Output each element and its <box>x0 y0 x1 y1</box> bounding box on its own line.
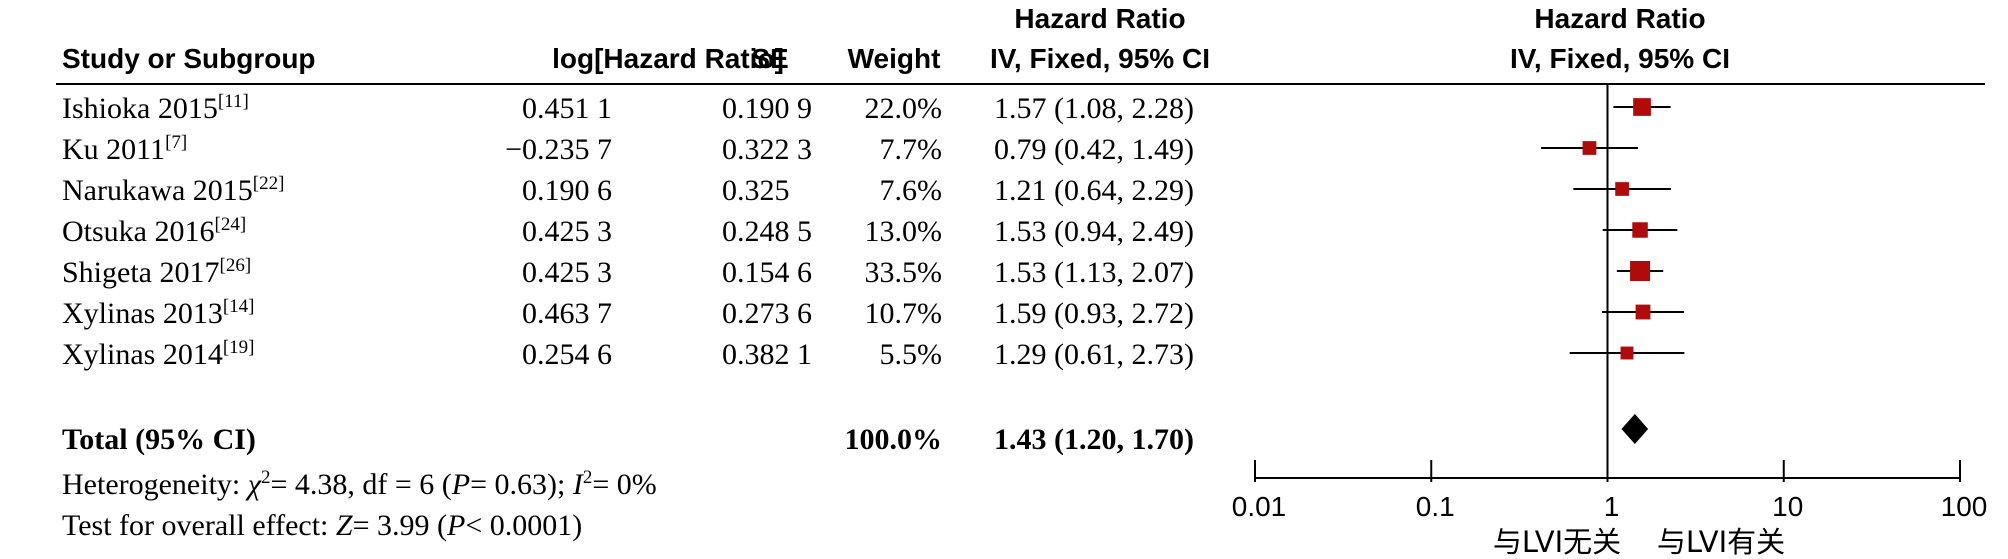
point-estimate-marker <box>1633 98 1651 116</box>
table-row: Otsuka 2016[24] 0.425 3 0.248 5 13.0% 1.53 (… <box>62 214 1194 248</box>
header-plot-method: IV, Fixed, 95% CI <box>1510 43 1730 74</box>
tick-label: 100 <box>1941 491 1988 522</box>
weight-value: 5.5% <box>880 338 943 371</box>
study-name: Ishioka 2015[11] <box>62 91 249 125</box>
header-log-hr: log[Hazard Ratio] <box>552 43 784 74</box>
table-row: Xylinas 2013[14] 0.463 7 0.273 6 10.7% 1.59 … <box>62 296 1194 330</box>
favours-right-label: 与LVI有关 <box>1657 525 1785 559</box>
se-value: 0.190 9 <box>722 92 812 125</box>
log-hr-value: 0.463 7 <box>522 297 612 330</box>
header-study: Study or Subgroup <box>62 43 316 74</box>
tick-label: 0.1 <box>1416 491 1455 522</box>
plot-marks <box>1541 98 1685 360</box>
tick-label: 1 <box>1604 491 1620 522</box>
study-name: Shigeta 2017[26] <box>62 255 251 289</box>
total-label: Total (95% CI) <box>62 423 256 456</box>
se-value: 0.325 <box>722 174 790 207</box>
tick-label: 0.01 <box>1232 491 1287 522</box>
table-row: Xylinas 2014[19] 0.254 6 0.382 1 5.5% 1.29 (… <box>62 337 1194 371</box>
se-value: 0.273 6 <box>722 297 812 330</box>
se-value: 0.322 3 <box>722 133 812 166</box>
table-row: Ishioka 2015[11] 0.451 1 0.190 9 22.0% 1.57 … <box>62 91 1194 125</box>
study-name: Otsuka 2016[24] <box>62 214 246 248</box>
table-row: Narukawa 2015[22] 0.190 6 0.325 7.6% 1.21 (0… <box>62 173 1194 207</box>
total-ci-text: 1.43 (1.20, 1.70) <box>994 423 1194 456</box>
point-estimate-marker <box>1630 261 1651 281</box>
point-estimate-marker <box>1632 222 1648 238</box>
header-weight: Weight <box>848 43 941 74</box>
header-plot-title: Hazard Ratio <box>1534 3 1705 34</box>
log-hr-value: 0.451 1 <box>522 92 612 125</box>
log-hr-value: 0.425 3 <box>522 256 612 289</box>
table-row: Shigeta 2017[26] 0.425 3 0.154 6 33.5% 1.53 … <box>62 255 1194 289</box>
log-hr-value: 0.190 6 <box>522 174 612 207</box>
tick-label: 10 <box>1772 491 1803 522</box>
heterogeneity-text: Heterogeneity: χ2= 4.38, df = 6 (P= 0.63… <box>62 467 657 501</box>
pooled-diamond <box>1621 414 1649 444</box>
overall-effect-text: Test for overall effect: Z= 3.99 (P< 0.0… <box>62 509 582 542</box>
log-hr-value: 0.254 6 <box>522 338 612 371</box>
favours-left-label: 与LVI无关 <box>1493 525 1621 559</box>
point-estimate-marker <box>1615 182 1629 196</box>
header-hr-title: Hazard Ratio <box>1014 3 1185 34</box>
weight-value: 33.5% <box>865 256 943 289</box>
weight-value: 10.7% <box>865 297 943 330</box>
se-value: 0.382 1 <box>722 338 812 371</box>
hr-ci-value: 1.29 (0.61, 2.73) <box>994 338 1194 371</box>
hr-ci-value: 1.53 (0.94, 2.49) <box>994 215 1194 248</box>
point-estimate-marker <box>1620 346 1634 360</box>
point-estimate-marker <box>1635 304 1651 320</box>
study-name: Ku 2011[7] <box>62 132 187 166</box>
se-value: 0.154 6 <box>722 256 812 289</box>
hr-ci-value: 0.79 (0.42, 1.49) <box>994 133 1194 166</box>
hr-ci-value: 1.59 (0.93, 2.72) <box>994 297 1194 330</box>
header-se: SE <box>751 43 788 74</box>
header-hr-method: IV, Fixed, 95% CI <box>990 43 1210 74</box>
study-rows: Ishioka 2015[11] 0.451 1 0.190 9 22.0% 1.57 … <box>62 91 1194 371</box>
study-name: Xylinas 2013[14] <box>62 296 254 330</box>
hr-ci-value: 1.21 (0.64, 2.29) <box>994 174 1194 207</box>
weight-value: 13.0% <box>865 215 943 248</box>
weight-value: 22.0% <box>865 92 943 125</box>
log-hr-value: 0.425 3 <box>522 215 612 248</box>
weight-value: 7.6% <box>880 174 943 207</box>
total-weight: 100.0% <box>845 423 943 456</box>
study-name: Xylinas 2014[19] <box>62 337 254 371</box>
weight-value: 7.7% <box>880 133 943 166</box>
study-name: Narukawa 2015[22] <box>62 173 284 207</box>
log-hr-value: −0.235 7 <box>505 133 612 166</box>
hr-ci-value: 1.57 (1.08, 2.28) <box>994 92 1194 125</box>
table-row: Ku 2011[7] −0.235 7 0.322 3 7.7% 0.79 (0.42,… <box>62 132 1194 166</box>
point-estimate-marker <box>1582 141 1597 155</box>
se-value: 0.248 5 <box>722 215 812 248</box>
axis-ticks: 0.01 0.1 1 10 100 <box>1232 460 1988 522</box>
hr-ci-value: 1.53 (1.13, 2.07) <box>994 256 1194 289</box>
